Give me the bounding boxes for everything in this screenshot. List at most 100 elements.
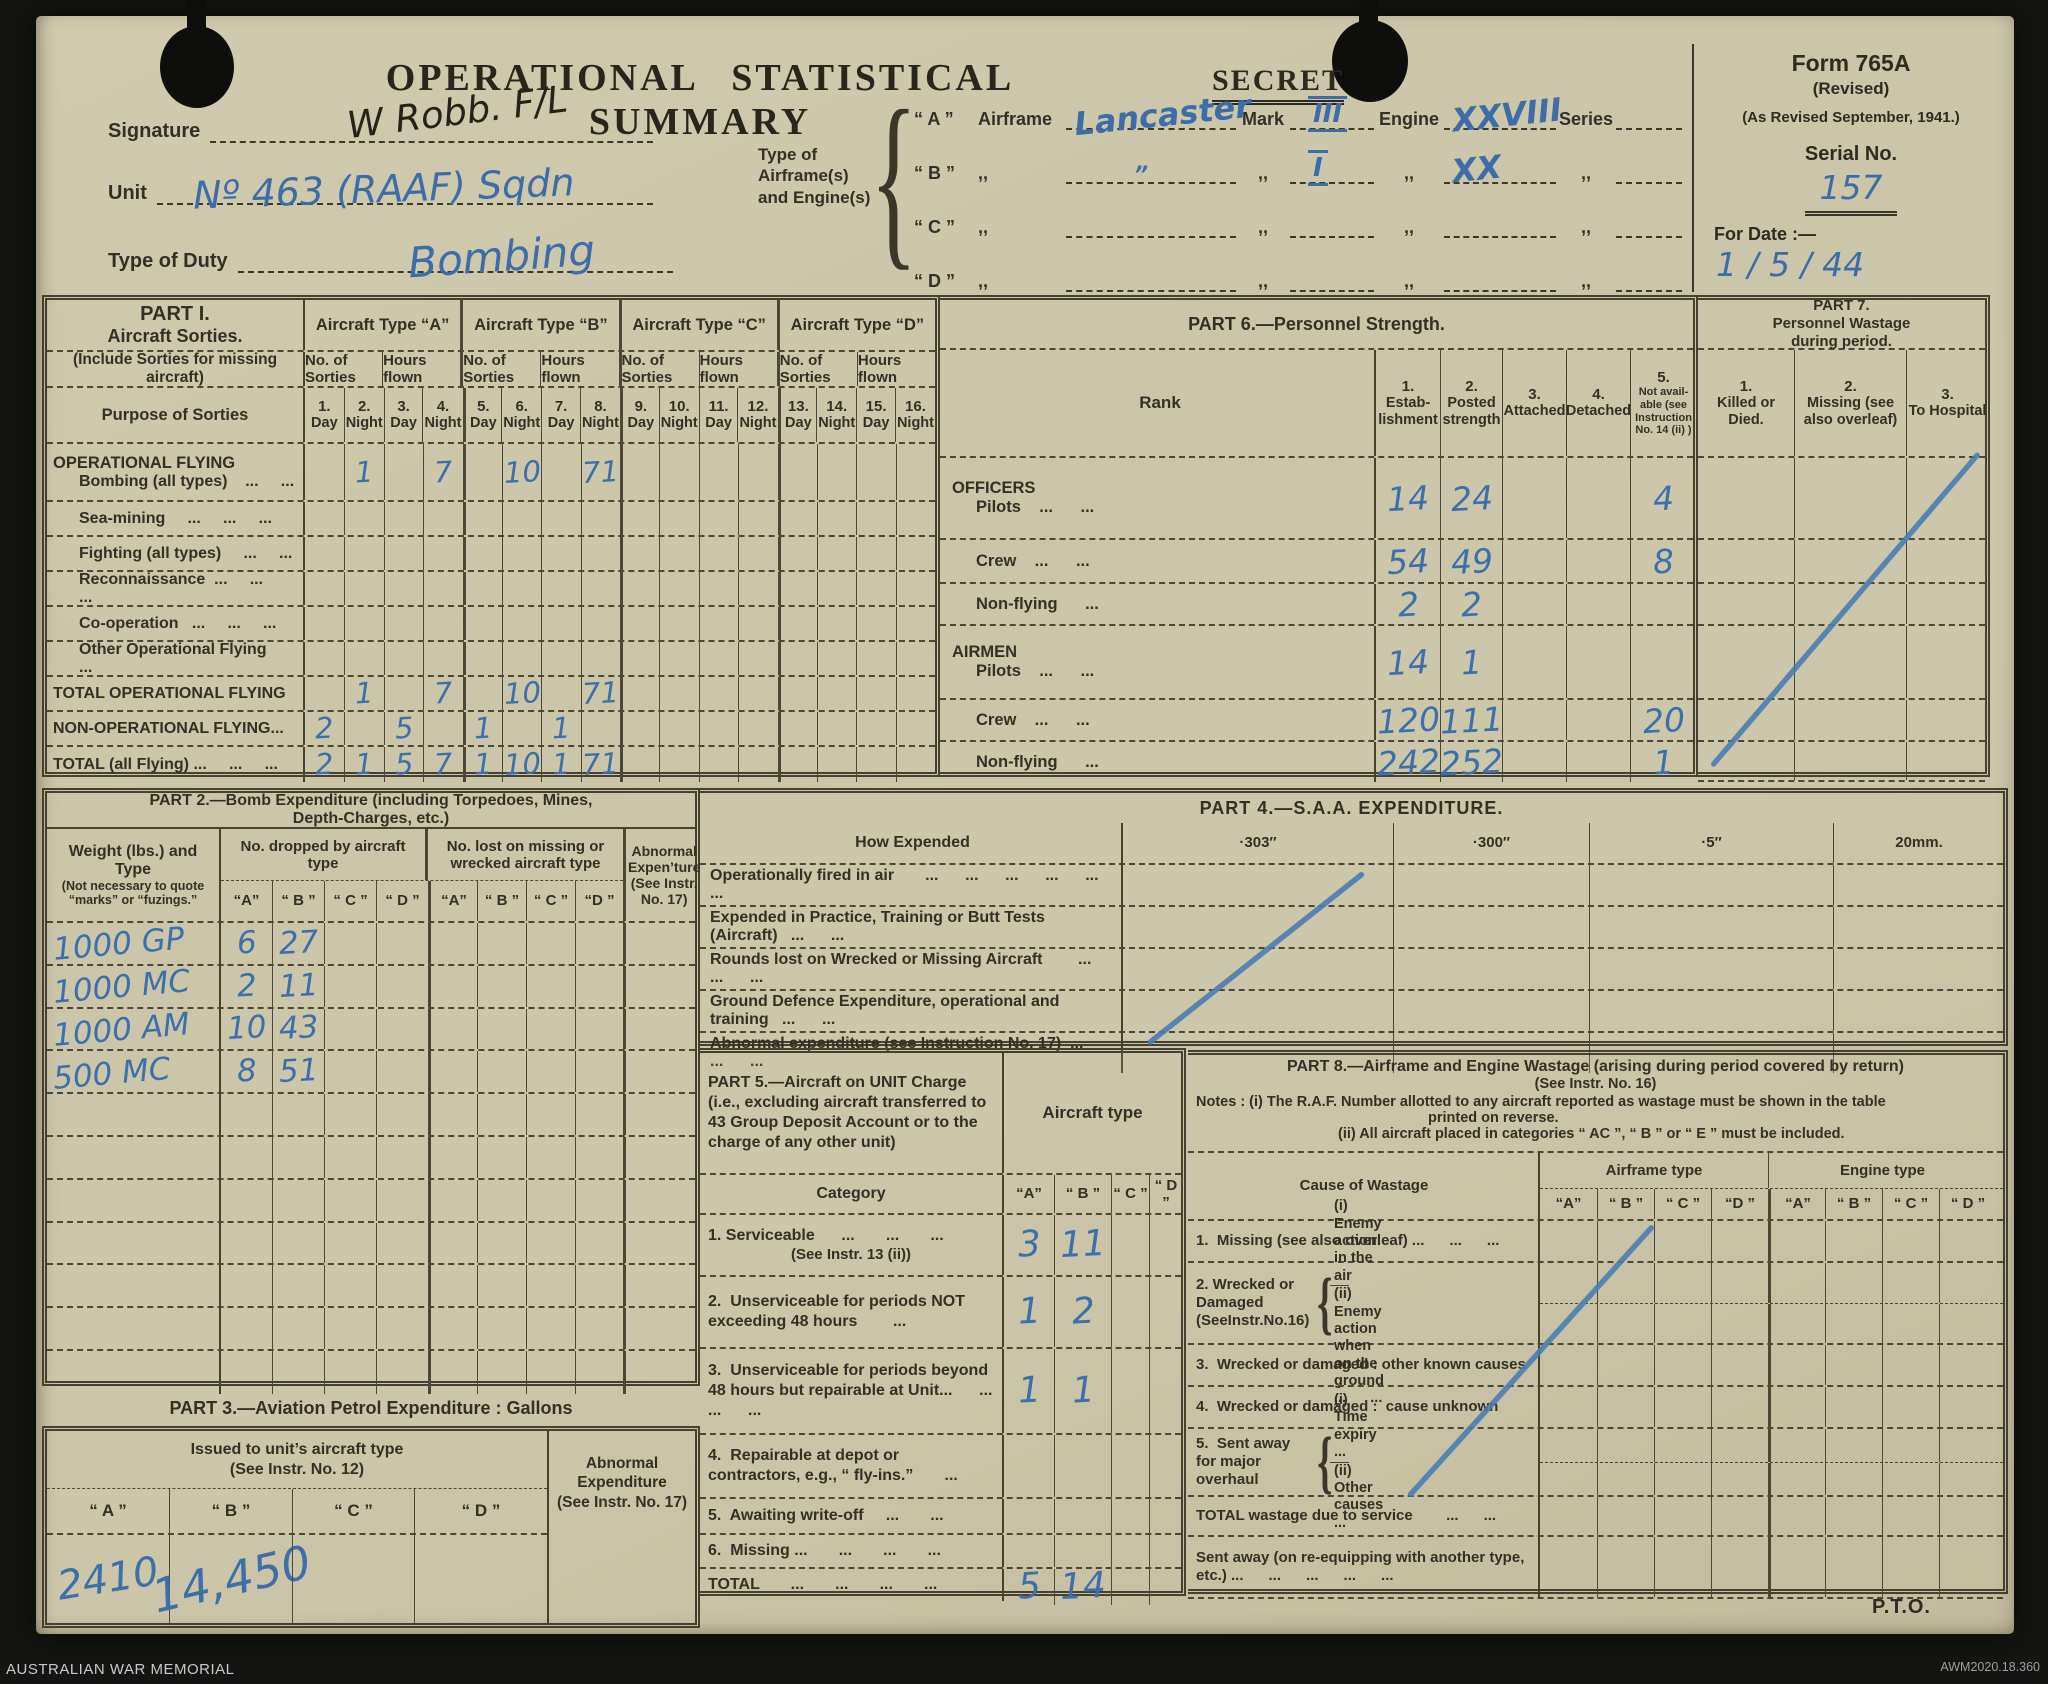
column-header: “A” — [428, 881, 477, 921]
table-row-sent-away-reequip: Sent away (on re-equipping with another … — [1188, 1537, 2003, 1599]
value-cell — [1833, 991, 2004, 1031]
value-cell — [1654, 1387, 1711, 1427]
value-cell — [1939, 1303, 1996, 1343]
table-row-airmen-crew: Crew ... ... 120 111 20 — [940, 699, 1693, 742]
value-cell: 71 — [580, 675, 620, 711]
value-cell: 8 — [221, 1051, 272, 1092]
engine-label: Engine — [1378, 109, 1439, 129]
value-cell — [376, 1179, 428, 1221]
handwritten-value: 1 — [354, 746, 375, 782]
value-cell — [623, 1136, 701, 1178]
handwritten-value: 14 — [1386, 641, 1430, 683]
value-cell — [423, 607, 462, 640]
value-cell — [272, 1179, 324, 1221]
row-label-cell: Reconnaissance ... ... ... — [47, 571, 305, 606]
value-cell — [477, 923, 526, 964]
weight-cell — [47, 1308, 221, 1349]
value-cell — [428, 965, 477, 1007]
value-cell — [575, 1136, 623, 1178]
value-cell: 2 — [1440, 584, 1502, 624]
value-cell — [1123, 949, 1393, 989]
part6-personnel-strength: PART 6.—Personnel Strength. Rank 1. Estab… — [940, 295, 1698, 783]
value-cell — [895, 642, 935, 675]
value-cell — [1654, 1497, 1711, 1535]
value-cell — [428, 1265, 477, 1307]
value-cell: 27 — [272, 923, 324, 964]
value-cell — [777, 712, 817, 745]
value-cell — [1833, 949, 2004, 989]
value-cell — [526, 1179, 575, 1221]
value-cell — [575, 1265, 623, 1307]
weight-note: (Not necessary to quote “marks” or “fuzi… — [61, 878, 208, 907]
value-cell — [221, 1137, 272, 1178]
ditto-mark: ,, — [1580, 163, 1591, 183]
value-cell — [1825, 1387, 1882, 1427]
value-cell — [620, 677, 659, 710]
value-cell — [428, 1008, 477, 1050]
handwritten-value: 1 — [354, 675, 375, 711]
value-cell: 71 — [580, 444, 620, 500]
table-row: 500 MC 8 51 — [47, 1051, 695, 1097]
form-title: OPERATIONAL STATISTICAL SUMMARY — [385, 57, 1015, 143]
value-cell — [1825, 1537, 1882, 1597]
value-cell — [575, 965, 623, 1007]
airframe-rows: “ A ” Airframe Lancaster Mark III Engine… — [914, 87, 1683, 292]
value-cell — [477, 1222, 526, 1264]
value-cell — [1882, 1537, 1939, 1597]
value-cell — [1768, 1345, 1825, 1385]
value-cell — [856, 502, 895, 535]
value-cell — [659, 677, 698, 710]
row-key: “ D ” — [914, 271, 956, 291]
value-cell — [620, 607, 659, 640]
row-label-cell: Crew ... ... — [940, 700, 1376, 740]
column-header: “ C ” — [324, 881, 376, 921]
value-cell — [1654, 1462, 1711, 1495]
table-row — [1698, 458, 1985, 540]
form-id-box: Form 765A (Revised) (As Revised Septembe… — [1700, 50, 2002, 284]
table-row-officers-pilots: OFFICERS Pilots ... ... 14 24 4 — [940, 458, 1693, 540]
signature-line: W Robb. F/L — [210, 77, 653, 147]
value-cell — [1711, 1263, 1768, 1303]
handwritten-value: 14 — [1059, 1564, 1107, 1609]
value-cell — [1111, 1349, 1149, 1433]
row-label-cell: 5. Sent away for major overhaul { (i) Ti… — [1188, 1392, 1540, 1531]
value-cell — [305, 444, 344, 500]
column-header: 6. Night — [501, 388, 541, 442]
value-cell — [376, 1008, 428, 1050]
table-row — [47, 1222, 695, 1266]
value-cell — [1540, 1497, 1597, 1535]
value-cell — [1111, 1277, 1149, 1347]
row-label-cell: 1. Serviceable ... ... ... (See Instr. 1… — [700, 1215, 1004, 1275]
mark-value: III — [1308, 96, 1348, 132]
column-header: 5. Not avail-able (see Instruction No. 14… — [1630, 350, 1696, 456]
value-cell — [816, 677, 856, 710]
value-cell — [1111, 1569, 1149, 1605]
row-label-cell: Other Operational Flying ... — [47, 641, 305, 676]
value-cell — [1149, 1569, 1182, 1605]
handwritten-value: 6 — [235, 924, 258, 962]
table-row-unserviceable-beyond-48: 3. Unserviceable for periods beyond 48 h… — [700, 1349, 1181, 1435]
group-header-c: Aircraft Type “C” — [618, 300, 777, 350]
value-cell: 252 — [1439, 741, 1504, 783]
column-header: 3. To Hospital — [1906, 350, 1988, 456]
ditto-mark: ,, — [1257, 217, 1268, 237]
column-header: “ B ” — [477, 881, 526, 921]
value-cell — [1768, 1387, 1825, 1427]
value-cell — [698, 747, 738, 782]
value-cell: 2 — [305, 711, 344, 746]
value-cell — [305, 537, 344, 570]
value-cell: 120 — [1376, 699, 1441, 741]
value-cell — [738, 642, 777, 675]
row-label: 3. Unserviceable for periods beyond 48 h… — [700, 1349, 1004, 1433]
value-cell — [620, 502, 659, 535]
weight-cell: 1000 GP — [47, 921, 221, 968]
value-cell: 14 — [1054, 1564, 1111, 1609]
table-row-repairable-depot: 4. Repairable at depot or contractors, e… — [700, 1435, 1181, 1499]
value-cell: 11 — [1054, 1215, 1111, 1275]
value-cell — [1711, 1387, 1768, 1427]
column-header: “ D ” — [1149, 1175, 1182, 1213]
weight-cell: 500 MC — [47, 1051, 221, 1097]
value-cell — [856, 747, 895, 782]
value-cell — [1502, 584, 1566, 624]
